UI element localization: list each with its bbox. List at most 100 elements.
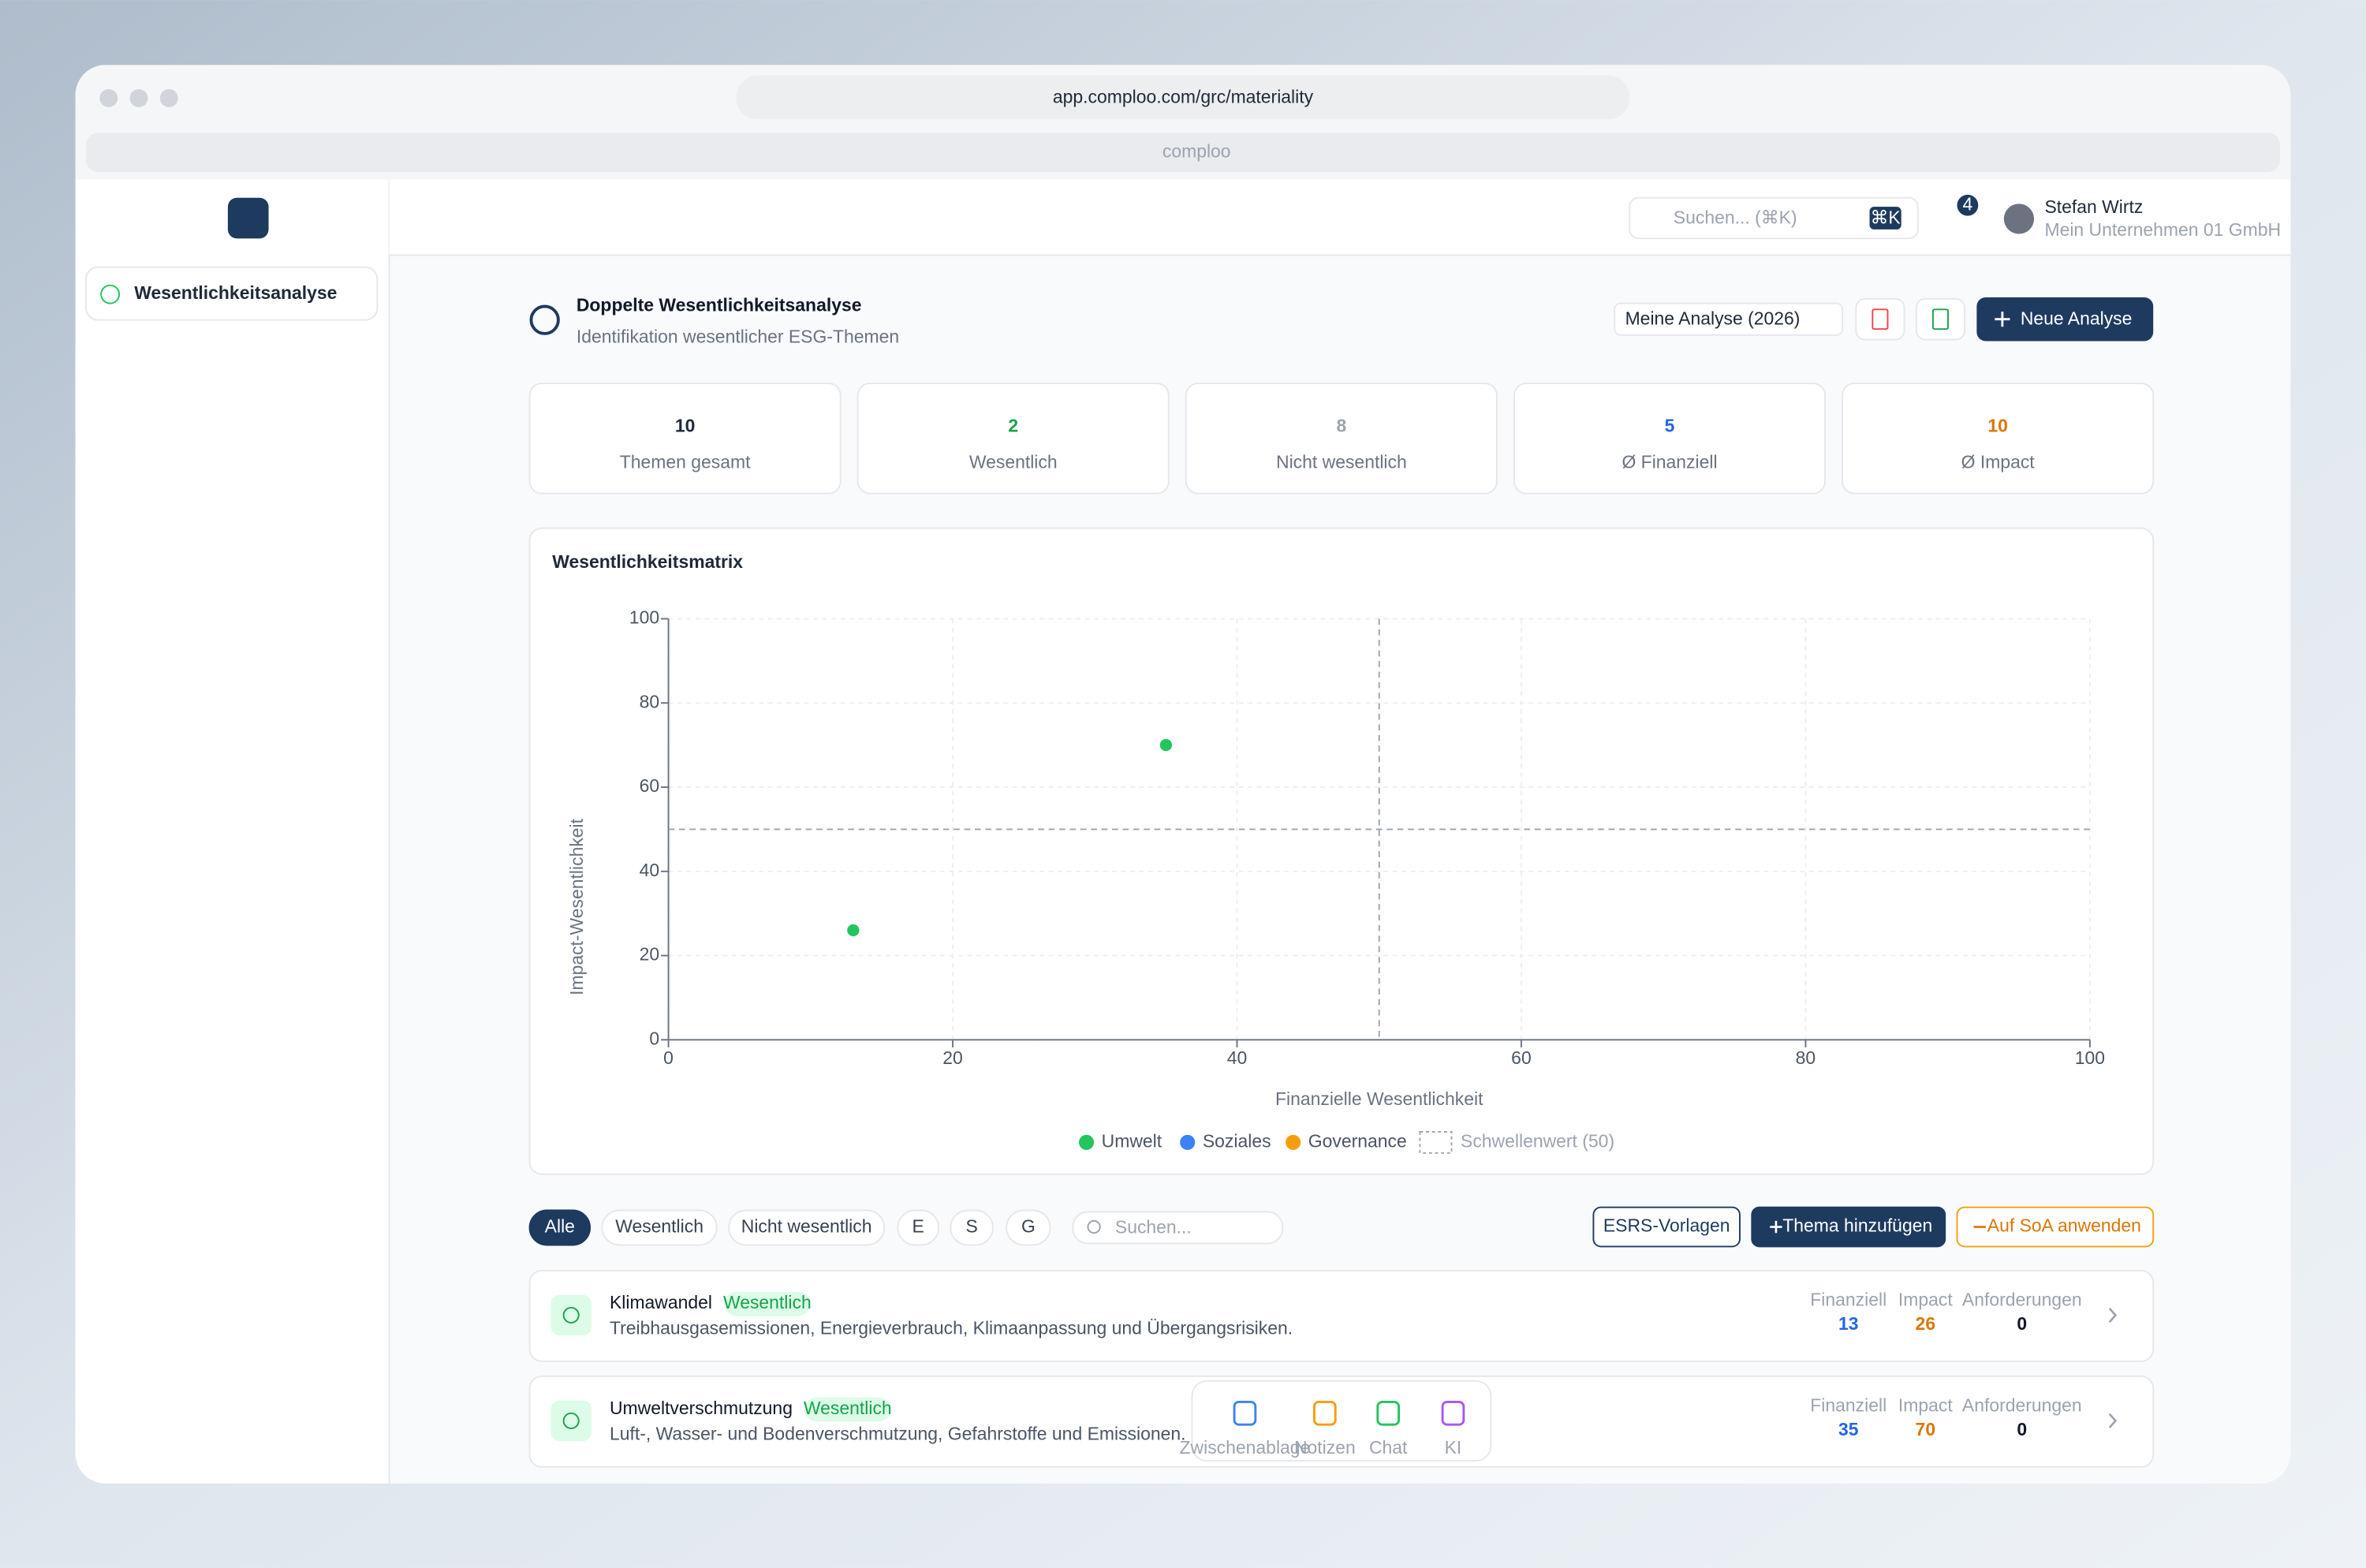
stat-label: Ø Finanziell (1621, 451, 1717, 472)
point[interactable] (1159, 738, 1173, 752)
dock-icon[interactable] (1313, 1401, 1337, 1426)
filter-chip[interactable] (950, 1209, 994, 1246)
window-content: app.comploo.com/grc/materiality comploo … (75, 65, 2291, 1484)
y-tick-label: 20 (640, 944, 660, 965)
metric-value: 0 (2017, 1313, 2027, 1334)
dock-label: Chat (1369, 1437, 1408, 1458)
metric-label: Finanziell (1810, 1394, 1886, 1415)
module-select[interactable] (85, 266, 379, 321)
legend-swatch (1286, 1134, 1301, 1150)
y-axis-label: Impact-Wesentlichkeit (566, 818, 587, 995)
list-search[interactable] (1072, 1211, 1284, 1245)
notification-count: 4 (1963, 193, 1973, 214)
search[interactable] (1629, 196, 1919, 240)
plus-icon (1995, 312, 2010, 327)
topic-row[interactable] (528, 1270, 2155, 1362)
tab[interactable] (86, 133, 2280, 173)
stat-card (1842, 383, 2155, 495)
stat-value: 2 (1008, 416, 1018, 436)
dock-label: Zwischenablage (1180, 1437, 1311, 1458)
avatar[interactable] (2003, 203, 2035, 234)
url-bar[interactable] (736, 75, 1630, 120)
stat-value: 5 (1665, 416, 1675, 436)
action-label: ESRS-Vorlagen (1603, 1215, 1730, 1236)
dock-label: Notizen (1294, 1437, 1356, 1458)
analysis-select[interactable] (1614, 302, 1844, 336)
metric-label: Finanziell (1810, 1289, 1886, 1309)
metric-label: Anforderungen (1962, 1394, 2082, 1415)
filter-label: Wesentlich (615, 1216, 703, 1237)
notification-badge[interactable] (1957, 194, 1979, 216)
x-axis-label: Finanzielle Wesentlichkeit (1275, 1088, 1483, 1109)
new-analysis-button[interactable] (1976, 297, 2154, 342)
stat-label: Wesentlich (969, 451, 1058, 472)
pdf-export[interactable] (1855, 297, 1905, 341)
point[interactable] (847, 924, 860, 937)
filter-label: S (965, 1216, 977, 1237)
topic-description: Luft-, Wasser- und Bodenverschmutzung, G… (610, 1424, 1186, 1444)
stat-label: Themen gesamt (620, 451, 751, 472)
plot: 0 20 40 60 80 100 0 20 40 60 80 100 Umwelt Soziales Go… (629, 607, 2105, 1154)
window-button[interactable] (129, 88, 148, 107)
stat-label: Nicht wesentlich (1276, 451, 1407, 472)
y-tick-label: 40 (640, 860, 660, 880)
excel-icon (1931, 308, 1949, 330)
badge (724, 1291, 811, 1316)
stats: 10 Themen gesamt 2 Wesentlich 8 Nicht wesentl… (528, 383, 2155, 495)
list-search-placeholder: Suchen... (1115, 1217, 1192, 1238)
tab-title: comploo (1162, 140, 1231, 161)
action-icon (1770, 1220, 1782, 1234)
topic-name: Umweltverschmutzung (610, 1398, 793, 1418)
filter-chip[interactable] (601, 1209, 718, 1246)
dock-icon[interactable] (1376, 1401, 1401, 1426)
window-button[interactable] (99, 88, 118, 107)
x-tick-label: 40 (1227, 1047, 1248, 1068)
search-icon (1087, 1219, 1101, 1234)
filter-chip[interactable] (1006, 1209, 1051, 1246)
excel-export[interactable] (1915, 297, 1966, 341)
x-tick-label: 20 (942, 1047, 963, 1068)
filter-chip[interactable] (897, 1209, 940, 1246)
page-subtitle: Identifikation wesentlicher ESG-Themen (577, 327, 899, 347)
search-placeholder: Suchen... (⌘K) (1674, 207, 1797, 228)
filter-chip[interactable] (728, 1209, 886, 1246)
company: Mein Unternehmen 01 GmbH (2044, 219, 2281, 240)
filter-label: Nicht wesentlich (741, 1216, 872, 1237)
metric-value: 13 (1838, 1313, 1859, 1334)
stat-label: Ø Impact (1961, 451, 2036, 472)
topic-name: Klimawandel (610, 1292, 712, 1312)
page-title: Doppelte Wesentlichkeitsanalyse (577, 295, 862, 315)
nav-active[interactable] (227, 197, 269, 239)
chevron[interactable] (2108, 1413, 2118, 1428)
action-button[interactable] (1751, 1206, 1946, 1248)
user-name: Stefan Wirtz (2044, 196, 2143, 217)
filter-chip[interactable] (528, 1209, 592, 1246)
topic-icon-leaf (562, 1306, 580, 1323)
dock-icon[interactable] (1233, 1401, 1257, 1426)
legend-label: Governance (1308, 1130, 1407, 1151)
legend-swatch (1419, 1131, 1453, 1154)
sidebar (75, 179, 390, 1484)
dock (1191, 1379, 1492, 1462)
shortcut: ⌘K (1870, 207, 1901, 228)
badge (804, 1397, 891, 1422)
x-tick-label: 0 (663, 1047, 674, 1068)
metric-value: 26 (1916, 1313, 1936, 1334)
legend-label: Umwelt (1102, 1130, 1162, 1151)
y-tick-label: 0 (649, 1028, 659, 1048)
metric-label: Impact (1898, 1289, 1953, 1309)
filter-label: E (912, 1216, 924, 1237)
module-name: Wesentlichkeitsanalyse (134, 282, 337, 303)
action-button[interactable] (1956, 1206, 2155, 1248)
chevron[interactable] (2108, 1307, 2118, 1323)
page-icon (529, 304, 560, 335)
window-button[interactable] (159, 88, 178, 107)
dock-icon[interactable] (1441, 1401, 1465, 1426)
action-label: Thema hinzufügen (1782, 1215, 1932, 1236)
topbar (389, 179, 2291, 256)
legend-swatch (1180, 1134, 1196, 1150)
stat-card (1185, 383, 1498, 495)
action-button[interactable] (1592, 1206, 1741, 1248)
action-label: Auf SoA anwenden (1987, 1215, 2141, 1236)
